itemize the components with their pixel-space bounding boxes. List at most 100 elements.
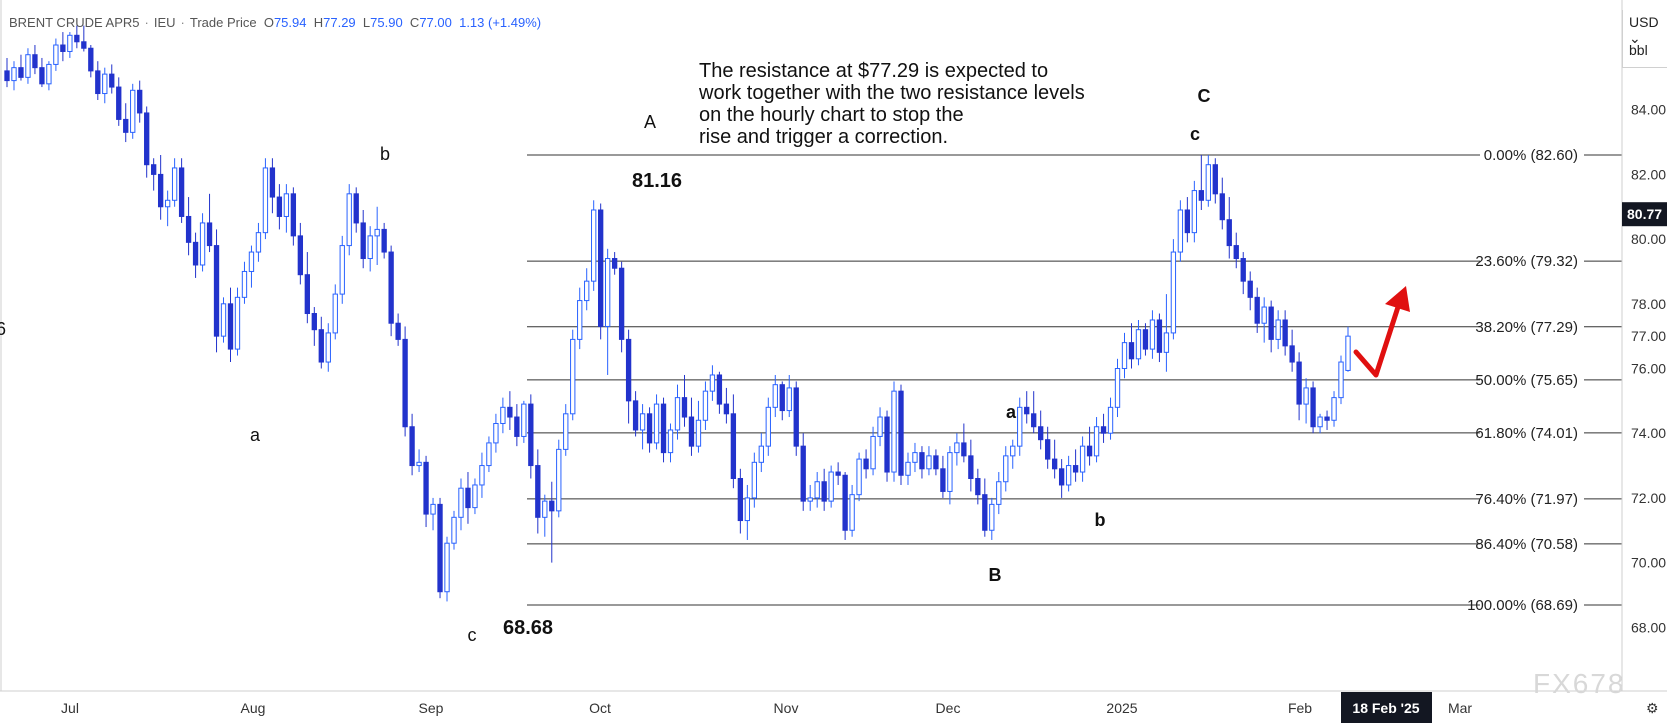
candle: [74, 25, 80, 49]
candle-body: [1163, 332, 1170, 353]
candle-body: [18, 67, 24, 78]
candle: [199, 213, 206, 272]
candle: [835, 462, 841, 485]
candle: [681, 374, 688, 427]
candle: [577, 287, 583, 350]
candle: [1107, 397, 1114, 440]
candle: [18, 54, 24, 81]
candle: [1177, 200, 1184, 262]
candle: [982, 478, 988, 537]
candle-body: [123, 118, 129, 133]
candle: [311, 307, 317, 346]
candle-body: [53, 44, 59, 65]
candle: [772, 374, 778, 418]
candle: [185, 197, 192, 256]
candle: [144, 106, 150, 178]
candle-body: [1149, 319, 1156, 350]
candle: [521, 400, 527, 443]
candle-body: [821, 481, 827, 502]
candle-body: [598, 209, 604, 327]
candle: [60, 32, 66, 62]
currency-selector[interactable]: USD ⌄ bbl: [1622, 10, 1667, 68]
red-arrow-head: [1385, 286, 1410, 312]
candle-body: [95, 70, 101, 95]
candle-body: [646, 413, 653, 444]
time-tick-label: Jul: [61, 700, 79, 716]
candle-body: [828, 471, 834, 502]
unit-label: bbl: [1629, 42, 1648, 58]
candle-body: [486, 442, 492, 467]
candle-body: [1317, 416, 1323, 428]
candle: [716, 371, 723, 414]
candle: [486, 436, 492, 473]
candle: [1003, 446, 1009, 492]
candle-body: [842, 474, 848, 531]
candle-body: [1065, 465, 1072, 486]
candle: [81, 25, 87, 52]
candle: [646, 407, 653, 453]
candle-body: [1254, 296, 1260, 324]
time-tick-label: Sep: [419, 700, 444, 716]
candle-body: [891, 390, 897, 473]
candle: [1142, 323, 1149, 356]
candle: [472, 478, 478, 515]
candle-body: [1324, 416, 1330, 421]
candle-body: [67, 34, 73, 52]
candle: [1310, 381, 1316, 434]
candle: [1303, 378, 1309, 424]
candle: [1100, 413, 1107, 443]
candle: [276, 184, 283, 230]
candle-body: [269, 167, 276, 198]
candle: [702, 381, 709, 430]
candle: [863, 449, 869, 479]
price-tick-label: 84.00: [1631, 102, 1666, 118]
candle-body: [996, 481, 1002, 505]
candle-body: [185, 215, 192, 243]
symbol-name[interactable]: BRENT CRUDE APR5: [9, 15, 140, 30]
candle-body: [248, 251, 255, 272]
candle-body: [164, 199, 171, 208]
candle-body: [975, 478, 981, 496]
candle-body: [1296, 361, 1302, 405]
time-tick-label: 2025: [1106, 700, 1137, 716]
candle: [1135, 319, 1142, 366]
candle: [157, 155, 164, 220]
candle: [1191, 180, 1198, 243]
candle: [409, 413, 415, 476]
candle: [1017, 397, 1023, 456]
candle-body: [800, 445, 806, 502]
candle: [961, 423, 967, 463]
candle-body: [109, 73, 115, 88]
candle: [598, 203, 604, 340]
candle: [1345, 326, 1351, 372]
candle-body: [514, 416, 520, 437]
candle-body: [1345, 335, 1351, 371]
candle: [807, 484, 813, 511]
candle: [758, 433, 764, 473]
candle-body: [604, 258, 611, 327]
candle-body: [1177, 209, 1184, 253]
time-tick-label: Oct: [589, 700, 611, 716]
price-tick-label: 74.00: [1631, 425, 1666, 441]
candle: [164, 190, 171, 227]
wave-label-a-small: a: [1006, 402, 1017, 422]
candle-body: [213, 245, 220, 337]
candle: [1240, 252, 1246, 295]
candle-body: [1205, 164, 1211, 201]
exchange-name: IEU: [153, 15, 176, 30]
candle: [786, 374, 792, 418]
candle-body: [632, 400, 639, 431]
candle-body: [968, 455, 974, 480]
candle: [1128, 323, 1135, 369]
candle: [109, 64, 115, 94]
candle-body: [674, 397, 681, 431]
gear-icon[interactable]: ⚙: [1646, 700, 1659, 716]
high-value: 77.29: [323, 15, 356, 30]
candle-body: [416, 461, 422, 467]
candle: [206, 193, 213, 253]
candle-body: [926, 455, 932, 470]
candle-body: [730, 413, 737, 479]
candle: [947, 446, 953, 505]
